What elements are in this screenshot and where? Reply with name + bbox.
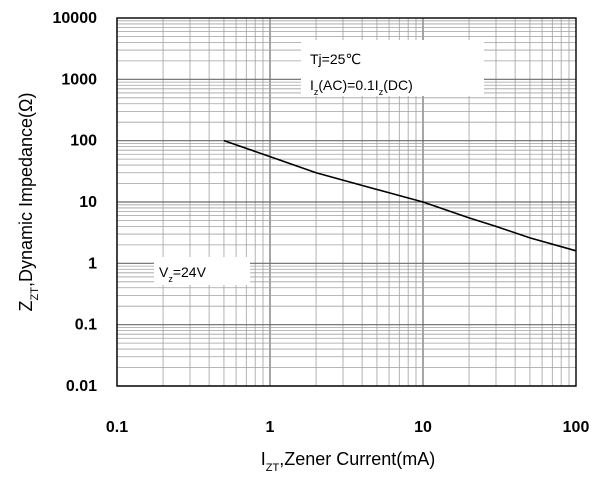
y-tick-label: 1000 [61,71,97,88]
x-tick-label: 100 [563,419,590,436]
x-tick-label: 10 [414,419,432,436]
y-tick-label: 10000 [53,10,98,27]
x-axis-label: IZT,Zener Current(mA) [261,449,436,472]
y-tick-label: 100 [70,133,97,150]
x-tick-label: 0.1 [106,419,128,436]
y-tick-label: 1 [88,255,97,272]
annotation-conditions-line-0: Tj=25℃ [310,51,361,67]
y-tick-label: 0.1 [75,317,97,334]
y-tick-label: 0.01 [66,378,97,395]
y-tick-label: 10 [79,194,97,211]
x-tick-label: 1 [266,419,275,436]
